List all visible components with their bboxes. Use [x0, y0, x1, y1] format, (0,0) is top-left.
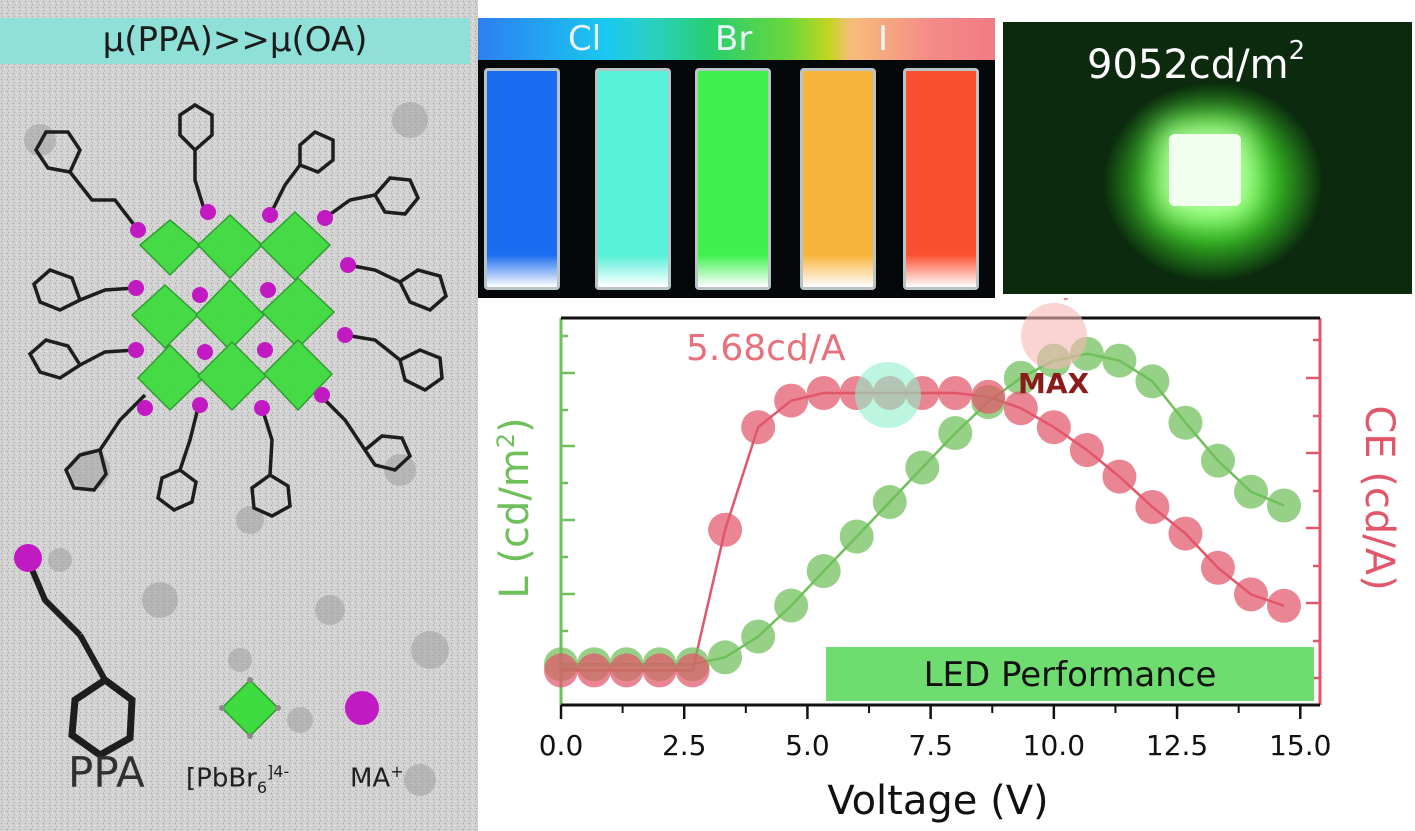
max-arrow [1063, 298, 1068, 301]
mobility-banner-text: μ(PPA)>>μ(OA) [102, 20, 368, 60]
data-point-ce [971, 379, 1006, 414]
data-point-ce [806, 376, 841, 410]
legend-label: LED Performance [924, 655, 1217, 695]
data-point-l [774, 588, 809, 623]
right-axis-title: CE (cd/A) [1356, 405, 1402, 590]
right-ticks [1306, 338, 1320, 680]
data-point-l [1200, 443, 1235, 478]
halide-label-br: Br [715, 19, 753, 59]
data-point-ce [1200, 550, 1235, 585]
legend-box [826, 647, 1314, 701]
max-luminance-value: 9052cd/m2 [1087, 36, 1306, 88]
x-tick-label: 12.5 [1146, 729, 1208, 762]
mobility-banner [0, 18, 470, 64]
data-point-l [741, 619, 776, 654]
data-point-ce [1003, 391, 1038, 426]
data-point-l [1234, 474, 1268, 509]
cation-group [14, 204, 379, 725]
data-point-l [872, 485, 907, 520]
cuvette-3 [695, 68, 771, 290]
ce-max-highlight [855, 362, 921, 428]
data-point-ce [1102, 459, 1137, 494]
data-point-ce [1135, 490, 1170, 524]
schematic-panel: μ(PPA)>>μ(OA) PPA [PbBr6]4- MA+ [0, 0, 478, 831]
led-performance-chart: 0.0 2.5 5.0 7.5 10.0 12.5 15.0 5.68cd/A MAX LE… [492, 298, 1402, 824]
halide-label-cl: Cl [568, 19, 602, 59]
x-tick-label: 15.0 [1269, 729, 1331, 762]
data-point-ce [1036, 410, 1071, 445]
l-max-highlight [1021, 303, 1087, 369]
data-point-ce [774, 383, 809, 418]
max-label: MAX [1018, 367, 1090, 400]
data-point-ce [1267, 588, 1302, 623]
data-point-ce [642, 653, 677, 688]
data-point-ce [741, 410, 776, 445]
cuvette-5 [903, 68, 979, 290]
x-tick-label: 2.5 [662, 729, 707, 762]
data-point-ce [1069, 433, 1104, 467]
ligand-group [25, 102, 448, 760]
data-point-l [708, 640, 743, 675]
spectrum-bar [478, 18, 995, 60]
data-point-ce [675, 653, 710, 688]
data-point-l [839, 519, 874, 554]
octahedron-label: [PbBr6]4- [186, 762, 290, 797]
data-point-ce [1234, 577, 1268, 612]
x-axis-title: Voltage (V) [827, 778, 1048, 824]
x-tick-label: 7.5 [908, 729, 953, 762]
cuvette-4 [800, 68, 876, 290]
led-pixel [1169, 134, 1241, 206]
left-axis-title: L (cd/m2) [492, 417, 538, 598]
data-point-l [938, 416, 973, 451]
schematic-drawing [0, 0, 478, 831]
x-tick-label: 10.0 [1023, 729, 1085, 762]
data-point-l [1135, 364, 1170, 399]
led-photo: 9052cd/m2 [1003, 22, 1412, 294]
x-tick-label: 5.0 [785, 729, 830, 762]
data-point-ce [1168, 516, 1203, 551]
ppa-label: PPA [68, 748, 145, 797]
data-point-l [1267, 488, 1302, 523]
data-point-l [1102, 343, 1137, 378]
cuvette-2 [595, 68, 671, 290]
data-point-ce [609, 653, 644, 688]
halide-label-i: I [878, 19, 889, 59]
data-point-ce [544, 653, 578, 688]
x-tick-label: 0.0 [539, 729, 584, 762]
data-point-l [1168, 405, 1203, 440]
left-ticks [561, 334, 575, 670]
cuvette-1 [484, 68, 560, 290]
data-point-l [806, 554, 841, 589]
data-point-ce [938, 376, 973, 410]
ce-max-label: 5.68cd/A [686, 328, 846, 369]
data-point-ce [708, 512, 743, 547]
data-point-l [1003, 360, 1038, 395]
x-ticks: 0.0 2.5 5.0 7.5 10.0 12.5 15.0 [539, 705, 1331, 762]
data-point-l [905, 450, 940, 485]
cation-label: MA+ [350, 762, 404, 794]
data-point-ce [577, 653, 612, 688]
octahedra-core [130, 210, 336, 412]
